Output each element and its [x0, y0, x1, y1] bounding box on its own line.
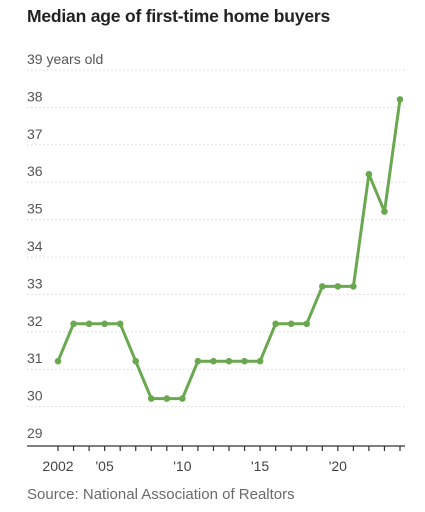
y-tick-label: 38: [27, 88, 43, 104]
data-point: [272, 320, 279, 328]
x-tick-label: '10: [173, 458, 191, 474]
data-point: [241, 357, 248, 365]
data-point: [381, 208, 388, 215]
data-point: [225, 357, 233, 365]
data-point: [334, 283, 342, 290]
y-tick-label: 32: [27, 313, 43, 329]
x-axis: 2002 '05 '10 '15 '20: [27, 445, 405, 474]
series-line: [56, 97, 402, 401]
y-tick-label: 36: [27, 163, 43, 179]
source-note: Source: National Association of Realtors: [27, 486, 295, 503]
data-point: [194, 357, 202, 365]
data-point: [54, 357, 62, 365]
y-tick-label: 34: [27, 238, 43, 254]
data-point: [101, 320, 108, 328]
data-point: [132, 357, 140, 365]
y-tick-label: 31: [27, 350, 43, 366]
y-tick-label: 30: [27, 388, 43, 404]
data-point: [210, 357, 217, 365]
data-point: [147, 395, 155, 402]
data-point: [256, 357, 264, 365]
y-axis-labels: 39 years old 38 37 36 35 34 33 32 31 30 29: [27, 51, 103, 441]
data-point: [163, 395, 171, 402]
data-point: [85, 320, 93, 328]
y-tick-label: 33: [27, 275, 43, 291]
y-tick-label: 37: [27, 126, 43, 142]
data-point: [396, 96, 404, 103]
data-point: [287, 320, 295, 328]
gridlines: [27, 69, 405, 408]
data-point: [303, 320, 311, 328]
chart-title: Median age of first-time home buyers: [27, 6, 330, 26]
x-tick-label: '20: [329, 458, 347, 474]
data-series: [54, 96, 404, 402]
data-point: [318, 283, 326, 290]
y-tick-label: 35: [27, 201, 43, 217]
data-point: [179, 395, 186, 402]
y-tick-label: 29: [27, 425, 43, 441]
data-point: [365, 170, 373, 178]
data-point: [116, 320, 124, 328]
x-tick-label: '05: [96, 458, 114, 474]
x-tick-label: 2002: [42, 458, 73, 474]
y-tick-label: 39 years old: [27, 51, 103, 67]
x-tick-label: '15: [251, 458, 269, 474]
data-point: [350, 283, 357, 290]
data-point: [70, 320, 77, 328]
